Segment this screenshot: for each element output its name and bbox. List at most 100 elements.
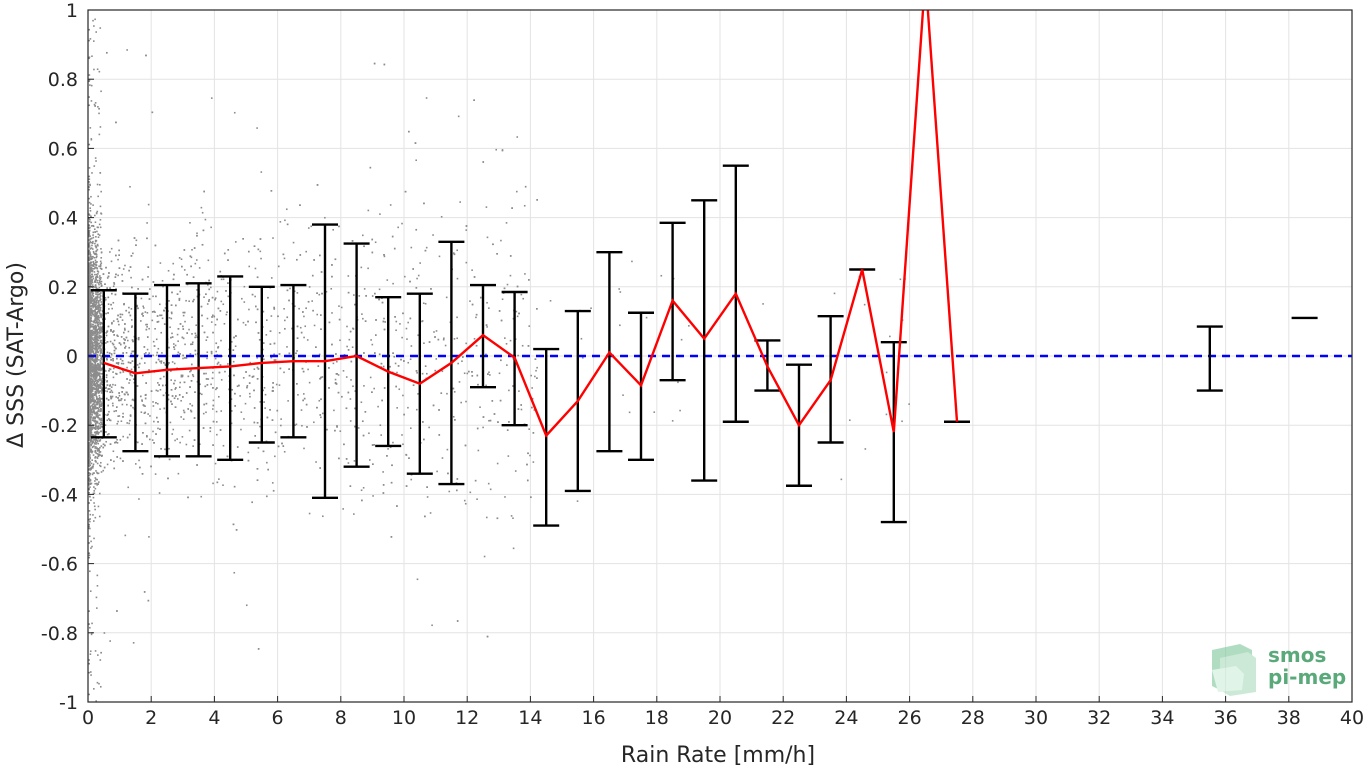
scatter-point [219, 270, 222, 273]
scatter-point [516, 285, 519, 288]
scatter-point [193, 439, 196, 441]
scatter-point [273, 359, 276, 361]
scatter-point [90, 373, 92, 375]
scatter-point [120, 399, 122, 402]
scatter-point [110, 247, 113, 250]
scatter-point [89, 305, 91, 308]
scatter-point [89, 483, 92, 485]
scatter-point [163, 309, 165, 312]
scatter-point [248, 308, 250, 311]
scatter-point [99, 126, 102, 128]
scatter-point [91, 329, 94, 332]
scatter-point [130, 308, 133, 310]
scatter-point [394, 362, 397, 365]
scatter-point [95, 340, 98, 343]
scatter-point [364, 320, 367, 322]
scatter-point [96, 230, 98, 233]
scatter-point [249, 361, 252, 364]
scatter-point [128, 422, 130, 425]
scatter-point [95, 421, 98, 423]
scatter-point [89, 362, 91, 365]
scatter-point [88, 406, 90, 409]
scatter-point [92, 314, 95, 316]
scatter-point [98, 304, 100, 307]
scatter-point [148, 352, 151, 354]
scatter-point [274, 359, 277, 361]
scatter-point [105, 331, 108, 334]
scatter-point [256, 421, 259, 424]
scatter-point [90, 315, 93, 317]
scatter-point [122, 371, 125, 373]
scatter-point [236, 446, 239, 448]
scatter-point [91, 386, 94, 389]
scatter-point [89, 374, 92, 377]
scatter-point [148, 536, 150, 538]
scatter-point [94, 434, 97, 437]
scatter-point [889, 335, 891, 338]
scatter-point [88, 303, 90, 306]
scatter-point [188, 429, 191, 432]
scatter-point [182, 396, 184, 398]
mean-line-path [103, 10, 959, 438]
scatter-point [88, 386, 90, 388]
scatter-point [94, 18, 96, 21]
scatter-point [206, 357, 208, 360]
scatter-point [88, 444, 90, 446]
scatter-point [319, 377, 321, 380]
scatter-point [466, 372, 469, 375]
scatter-point [89, 430, 91, 432]
scatter-point [446, 392, 448, 395]
scatter-point [167, 477, 169, 480]
scatter-point [88, 309, 90, 312]
scatter-point [98, 306, 100, 309]
scatter-point [94, 242, 96, 245]
scatter-point [212, 371, 214, 374]
scatter-point [159, 314, 161, 317]
scatter-point [96, 430, 99, 433]
scatter-point [671, 420, 674, 422]
scatter-point [124, 393, 126, 396]
scatter-point [89, 671, 92, 673]
scatter-point [92, 323, 94, 326]
scatter-point [211, 314, 214, 317]
scatter-point [391, 235, 394, 238]
scatter-point [262, 310, 265, 313]
scatter-point [628, 411, 631, 414]
scatter-point [89, 279, 92, 281]
scatter-point [100, 212, 102, 215]
scatter-point [91, 313, 94, 315]
scatter-point [96, 440, 99, 442]
scatter-point [89, 450, 92, 452]
scatter-point [184, 320, 186, 323]
scatter-point [120, 398, 123, 400]
scatter-point [200, 206, 203, 209]
scatter-point [91, 332, 94, 335]
scatter-point [121, 319, 124, 321]
scatter-point [271, 482, 274, 484]
scatter-point [243, 301, 246, 303]
scatter-point [94, 393, 97, 396]
scatter-point [212, 420, 215, 423]
scatter-point [98, 337, 101, 340]
scatter-point [205, 293, 207, 296]
scatter-point [96, 431, 98, 433]
scatter-point [88, 364, 91, 366]
scatter-point [88, 366, 90, 369]
scatter-point [172, 278, 175, 281]
scatter-point [90, 439, 93, 442]
scatter-point [99, 263, 102, 266]
scatter-point [415, 370, 418, 372]
scatter-point [409, 317, 412, 320]
scatter-point [95, 31, 97, 33]
scatter-point [88, 359, 90, 362]
scatter-point [299, 204, 301, 206]
scatter-point [225, 313, 228, 316]
scatter-point [271, 419, 274, 421]
scatter-point [298, 307, 300, 310]
scatter-point [96, 356, 99, 358]
scatter-point [283, 308, 285, 310]
scatter-point [184, 343, 186, 346]
scatter-point [98, 345, 101, 348]
scatter-point [307, 368, 309, 371]
scatter-point [99, 329, 101, 331]
